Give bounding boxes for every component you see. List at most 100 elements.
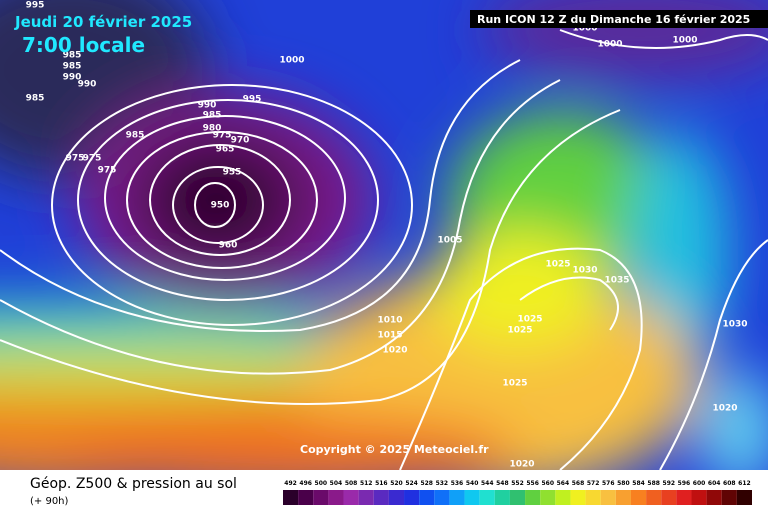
colorbar-swatch [313, 490, 329, 505]
copyright: Copyright © 2025 Meteociel.fr [300, 443, 489, 456]
colorbar-label: 572 [587, 480, 600, 487]
isobar-label: 1000 [597, 40, 622, 50]
colorbar-swatch [661, 490, 677, 505]
isobars [0, 29, 768, 470]
isobar-label: 955 [223, 168, 242, 178]
colorbar-swatch [721, 490, 737, 505]
isobar-label: 1010 [377, 316, 402, 326]
forecast-date: Jeudi 20 février 2025 [14, 13, 192, 31]
forecast-time: 7:00 locale [22, 33, 145, 57]
colorbar-swatch [328, 490, 344, 505]
colorbar-swatch [388, 490, 405, 505]
isobar-label: 985 [26, 94, 45, 104]
colorbar-label: 560 [541, 480, 554, 487]
colorbar-label: 596 [678, 480, 691, 487]
isobar-label: 995 [26, 1, 45, 11]
isobar-label: 990 [63, 73, 82, 83]
colorbar-swatch [600, 490, 616, 505]
colorbar-label: 540 [466, 480, 479, 487]
isobar-label: 960 [219, 241, 238, 251]
isobar-label: 975 [66, 154, 85, 164]
colorbar-label: 564 [557, 480, 570, 487]
colorbar-label: 516 [375, 480, 388, 487]
colorbar-swatch [676, 490, 692, 505]
colorbar-label: 568 [572, 480, 585, 487]
colorbar-swatch [570, 490, 586, 505]
colorbar-swatch [343, 490, 359, 505]
colorbar-label: 604 [708, 480, 721, 487]
colorbar-label: 496 [299, 480, 312, 487]
isobar-label: 970 [231, 136, 250, 146]
colorbar-label: 524 [405, 480, 418, 487]
colorbar-swatch [419, 490, 435, 505]
colorbar-swatch [509, 490, 526, 505]
colorbar-swatch [706, 490, 722, 505]
isobar-label: 1000 [279, 56, 304, 66]
colorbar-label: 508 [345, 480, 358, 487]
colorbar-label: 576 [602, 480, 615, 487]
colorbar-label: 592 [663, 480, 676, 487]
isobar-label: 1025 [545, 260, 570, 270]
colorbar-label: 532 [436, 480, 449, 487]
isobar-label: 980 [203, 124, 222, 134]
isobar-label: 985 [203, 111, 222, 121]
isobar-label: 965 [216, 145, 235, 155]
colorbar-swatch [358, 490, 374, 505]
isobar-label: 1000 [572, 24, 597, 34]
isobar-label: 985 [63, 62, 82, 72]
colorbar-swatch [646, 490, 662, 505]
colorbar-swatch [494, 490, 510, 505]
isobar-label: 1035 [604, 276, 629, 286]
isobar-label: 1025 [502, 379, 527, 389]
colorbar-swatch [404, 490, 420, 505]
isobar-label: 1020 [712, 404, 737, 414]
isobar-label: 995 [243, 95, 262, 105]
colorbar-swatch [736, 490, 752, 505]
isobar-label: 1025 [517, 315, 542, 325]
colorbar-swatch [479, 490, 495, 505]
colorbar-swatch [540, 490, 556, 505]
isobar-label: 1000 [672, 36, 697, 46]
isobar-label: 975 [98, 166, 117, 176]
isobar-label: 985 [63, 51, 82, 61]
isobar-label: 1025 [507, 326, 532, 336]
colorbar-label: 552 [511, 480, 524, 487]
colorbar-swatch [691, 490, 707, 505]
isobar-label: 990 [78, 80, 97, 90]
isobar-label: 1005 [437, 236, 462, 246]
colorbar-label: 520 [390, 480, 403, 487]
colorbar-label: 580 [617, 480, 630, 487]
colorbar-label: 584 [632, 480, 645, 487]
colorbar-swatch [464, 490, 480, 505]
colorbar-swatch [283, 490, 299, 505]
colorbar-label: 512 [360, 480, 373, 487]
run-box [470, 10, 768, 28]
colorbar-label: 556 [526, 480, 539, 487]
isobar-label: 1015 [377, 331, 402, 341]
isobar-label: 1020 [509, 460, 534, 470]
colorbar-label: 600 [693, 480, 706, 487]
colorbar-swatch [630, 490, 647, 505]
colorbar-label: 500 [315, 480, 328, 487]
footer-lead: (+ 90h) [30, 496, 69, 507]
colorbar-label: 608 [723, 480, 736, 487]
colorbar-label: 504 [330, 480, 343, 487]
isobar-label: 1030 [572, 266, 597, 276]
colorbar-swatch [525, 490, 541, 505]
colorbar-label: 528 [420, 480, 433, 487]
colorbar-swatch [434, 490, 450, 505]
colorbar-swatch [555, 490, 571, 505]
colorbar-label: 544 [481, 480, 494, 487]
colorbar-label: 548 [496, 480, 509, 487]
footer-title: Géop. Z500 & pression au sol [30, 476, 237, 492]
colorbar-swatch [615, 490, 631, 505]
colorbar-swatch [373, 490, 389, 505]
colorbar-label: 492 [284, 480, 297, 487]
colorbar-swatch [449, 490, 465, 505]
isobar-label: 975 [83, 154, 102, 164]
isobar-label: 985 [126, 131, 145, 141]
isobar-label: 1030 [722, 320, 747, 330]
colorbar-label: 612 [738, 480, 751, 487]
